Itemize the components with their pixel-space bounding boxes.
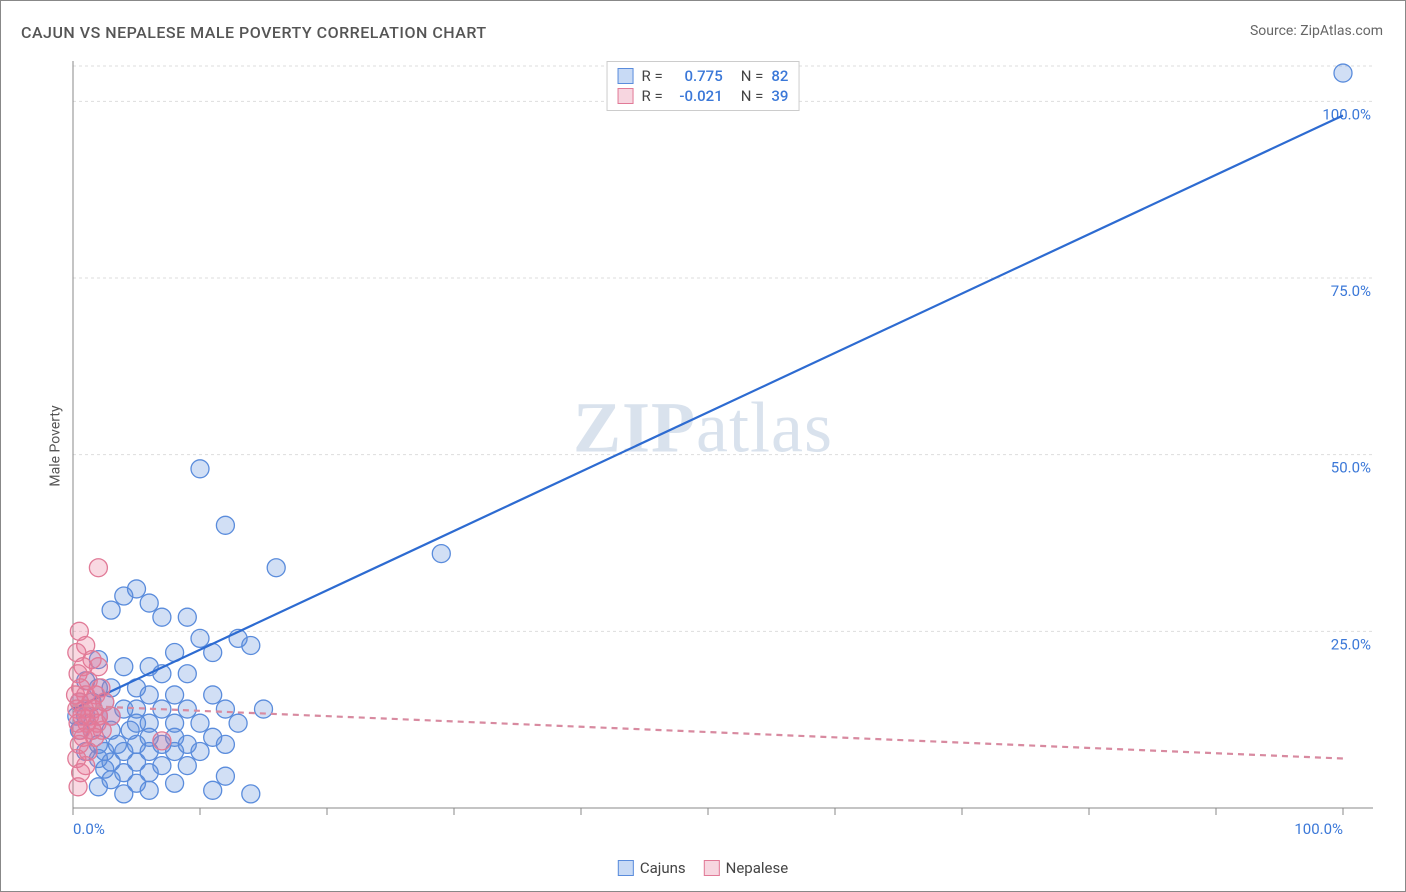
plot-area: 0.0%100.0%25.0%50.0%75.0%100.0% xyxy=(63,56,1383,836)
svg-text:50.0%: 50.0% xyxy=(1331,459,1371,477)
swatch-cajuns xyxy=(618,860,634,876)
legend-item-cajuns: Cajuns xyxy=(618,859,686,877)
source-citation: Source: ZipAtlas.com xyxy=(1250,23,1383,39)
y-axis-label: Male Poverty xyxy=(48,405,64,486)
svg-text:25.0%: 25.0% xyxy=(1331,635,1371,653)
legend-item-nepalese: Nepalese xyxy=(704,859,789,877)
scatter-chart: 0.0%100.0%25.0%50.0%75.0%100.0% xyxy=(63,56,1383,836)
source-link[interactable]: ZipAtlas.com xyxy=(1300,23,1383,39)
source-label: Source: xyxy=(1250,23,1297,39)
svg-text:100.0%: 100.0% xyxy=(1294,820,1343,838)
swatch-icon xyxy=(618,88,634,104)
legend-label-cajuns: Cajuns xyxy=(640,859,686,877)
legend-row: R =-0.021N =39 xyxy=(618,86,789,106)
svg-text:0.0%: 0.0% xyxy=(73,820,105,838)
chart-frame: CAJUN VS NEPALESE MALE POVERTY CORRELATI… xyxy=(0,0,1406,892)
swatch-nepalese xyxy=(704,860,720,876)
correlation-legend: R =0.775N =82R =-0.021N =39 xyxy=(607,61,800,111)
chart-title: CAJUN VS NEPALESE MALE POVERTY CORRELATI… xyxy=(21,23,487,42)
swatch-icon xyxy=(618,68,634,84)
legend-row: R =0.775N =82 xyxy=(618,66,789,86)
series-legend: Cajuns Nepalese xyxy=(618,859,788,877)
legend-label-nepalese: Nepalese xyxy=(726,859,789,877)
svg-text:75.0%: 75.0% xyxy=(1331,282,1371,300)
